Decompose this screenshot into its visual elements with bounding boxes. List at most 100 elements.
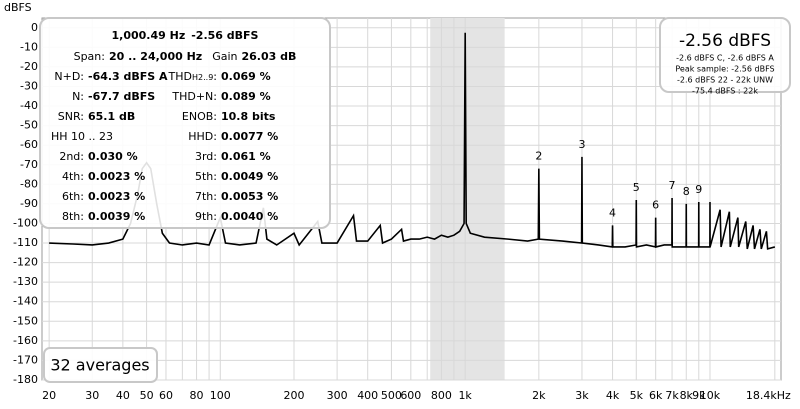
info-label: HHD: bbox=[188, 130, 217, 143]
info-value: 10.8 bits bbox=[221, 110, 276, 123]
x-tick-label: 18.4kHz bbox=[746, 389, 791, 402]
label: 2nd: bbox=[59, 150, 84, 163]
label: 5th: bbox=[195, 170, 217, 183]
info-value: 0.0023 % bbox=[88, 190, 145, 203]
y-tick-label: -120 bbox=[13, 256, 38, 269]
label: 3rd: bbox=[195, 150, 217, 163]
level-main: -2.56 dBFS bbox=[679, 31, 771, 51]
y-tick-label: 0 bbox=[31, 21, 38, 34]
x-tick-label: 80 bbox=[190, 389, 204, 402]
label: SNR: bbox=[58, 110, 84, 123]
frequency: 1,000.49 Hz bbox=[112, 29, 186, 42]
info-value: 0.061 % bbox=[221, 150, 271, 163]
level-line: Peak sample: -2.56 dBFS bbox=[675, 65, 774, 74]
x-tick-label: 600 bbox=[400, 389, 421, 402]
info-label: ENOB: bbox=[182, 110, 217, 123]
x-tick-label: 200 bbox=[283, 389, 304, 402]
y-tick-label: -10 bbox=[20, 40, 38, 53]
x-tick-label: 7k bbox=[665, 389, 679, 402]
y-tick-label: -130 bbox=[13, 275, 38, 288]
harmonic-label: 7 bbox=[669, 179, 676, 192]
span-label: Span: bbox=[74, 50, 105, 63]
harmonic-label: 2 bbox=[535, 150, 542, 163]
info-label: 6th: bbox=[62, 190, 84, 203]
span-value: 20 .. 24,000 Hz bbox=[109, 50, 202, 63]
info-value: 0.0049 % bbox=[221, 170, 278, 183]
info-label: 4th: bbox=[62, 170, 84, 183]
y-tick-label: -160 bbox=[13, 334, 38, 347]
y-tick-label: -140 bbox=[13, 295, 38, 308]
info-value: 0.089 % bbox=[221, 90, 271, 103]
x-tick-label: 800 bbox=[431, 389, 452, 402]
info-value: 0.0053 % bbox=[221, 190, 278, 203]
info-panel bbox=[39, 17, 331, 229]
y-tick-label: -80 bbox=[20, 177, 38, 190]
info-label: SNR: bbox=[58, 110, 84, 123]
averages: 32 averages bbox=[50, 356, 149, 375]
x-tick-label: 9k bbox=[692, 389, 706, 402]
label: N: bbox=[72, 90, 84, 103]
label: 6th: bbox=[62, 190, 84, 203]
x-tick-label: 400 bbox=[357, 389, 378, 402]
harmonic-label: 5 bbox=[633, 181, 640, 194]
harmonic-label: 8 bbox=[683, 185, 690, 198]
y-tick-label: -40 bbox=[20, 99, 38, 112]
span-value: 26.03 dB bbox=[242, 50, 297, 63]
x-tick-label: 8k bbox=[680, 389, 694, 402]
info-label: N: bbox=[72, 90, 84, 103]
harmonic-label: 6 bbox=[652, 199, 659, 212]
y-tick-label: -110 bbox=[13, 236, 38, 249]
x-tick-label: 6k bbox=[649, 389, 663, 402]
y-tick-label: -50 bbox=[20, 119, 38, 132]
info-label: THD+N: bbox=[171, 90, 217, 103]
info-label: 9th: bbox=[195, 210, 217, 223]
x-tick-label: 30 bbox=[85, 389, 99, 402]
panel-header: 1,000.49 Hz -2.56 dBFS bbox=[112, 29, 259, 42]
x-tick-label: 1k bbox=[458, 389, 472, 402]
x-tick-label: 100 bbox=[210, 389, 231, 402]
label: HHD: bbox=[188, 130, 217, 143]
label: N+D: bbox=[54, 70, 84, 83]
spectrum-line bbox=[49, 32, 776, 250]
span-label: Gain bbox=[212, 50, 237, 63]
label: THD+N: bbox=[171, 90, 217, 103]
label: THD bbox=[168, 70, 192, 83]
info-value: 65.1 dB bbox=[88, 110, 135, 123]
x-tick-label: 3k bbox=[575, 389, 589, 402]
label: 4th: bbox=[62, 170, 84, 183]
info-value: -64.3 dBFS A bbox=[88, 70, 168, 83]
x-tick-label: 300 bbox=[327, 389, 348, 402]
span-row: Span: 20 .. 24,000 Hz Gain 26.03 dB bbox=[74, 50, 297, 63]
x-tick-label: 10k bbox=[700, 389, 721, 402]
info-value: 0.0077 % bbox=[221, 130, 278, 143]
harmonic-label: 4 bbox=[609, 206, 616, 219]
averages-box bbox=[43, 347, 158, 383]
label: 9th: bbox=[195, 210, 217, 223]
y-tick-label: -170 bbox=[13, 353, 38, 366]
label: 8th: bbox=[62, 210, 84, 223]
label: 7th: bbox=[195, 190, 217, 203]
info-value: 0.0039 % bbox=[88, 210, 145, 223]
level-panel bbox=[659, 17, 791, 93]
y-tick-label: -100 bbox=[13, 216, 38, 229]
x-tick-label: 4k bbox=[606, 389, 620, 402]
y-axis-label: dBFS bbox=[4, 1, 32, 14]
y-tick-label: -30 bbox=[20, 79, 38, 92]
x-tick-label: 60 bbox=[159, 389, 173, 402]
info-label: 7th: bbox=[195, 190, 217, 203]
harmonic-label: 9 bbox=[695, 183, 702, 196]
level-line: -2.6 dBFS 22 - 22k UNW bbox=[677, 76, 773, 85]
x-tick-label: 40 bbox=[116, 389, 130, 402]
level-line: -2.6 dBFS C, -2.6 dBFS A bbox=[676, 54, 774, 63]
info-label: 5th: bbox=[195, 170, 217, 183]
level-line: -75.4 dBFS : 22k bbox=[692, 87, 758, 96]
y-tick-label: -70 bbox=[20, 158, 38, 171]
label-sub: H2..9 bbox=[192, 73, 213, 82]
info-label: HH 10 .. 23 bbox=[51, 130, 113, 143]
info-label: THDH2..9: bbox=[168, 70, 217, 83]
harmonic-label: 3 bbox=[578, 138, 585, 151]
y-tick-label: -60 bbox=[20, 138, 38, 151]
x-tick-label: 500 bbox=[381, 389, 402, 402]
y-tick-label: -180 bbox=[13, 373, 38, 386]
